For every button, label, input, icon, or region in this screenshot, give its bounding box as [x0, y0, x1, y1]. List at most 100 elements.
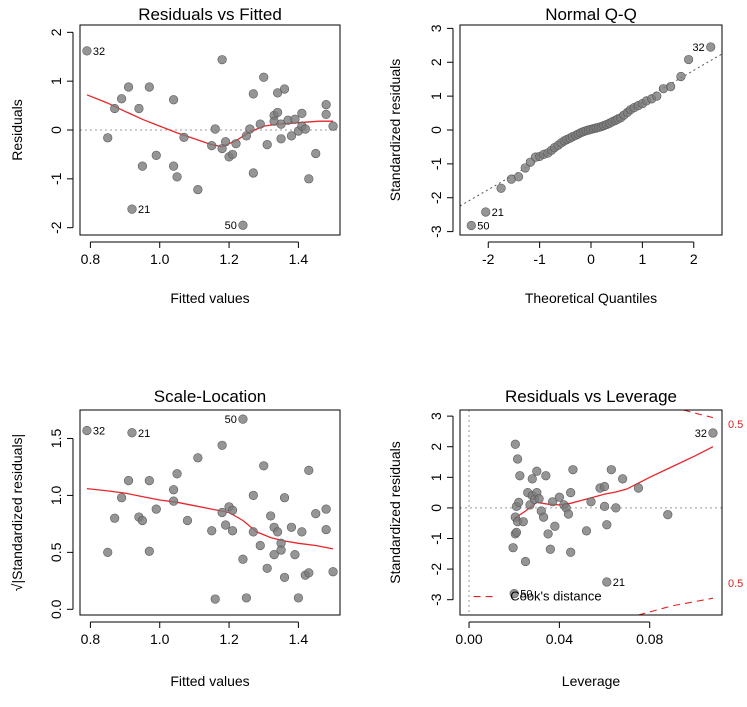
- y-tick-label: 2: [428, 443, 444, 451]
- data-point: [676, 71, 686, 82]
- x-axis-label: Leverage: [562, 673, 621, 689]
- y-tick-label: 2: [48, 28, 64, 36]
- data-point: [515, 471, 525, 481]
- y-tick-label: -2: [428, 563, 444, 576]
- data-point: [255, 540, 265, 551]
- data-point: [311, 509, 321, 519]
- data-point: [123, 476, 134, 486]
- data-point: [541, 471, 551, 481]
- x-tick-label: 1: [638, 251, 646, 267]
- data-point: [144, 546, 154, 556]
- data-point: [231, 139, 241, 149]
- y-tick-label: 1: [48, 77, 64, 85]
- x-tick-label: 0.08: [636, 631, 663, 647]
- data-point: [82, 425, 92, 436]
- y-tick-label: 1: [428, 92, 444, 100]
- point-label: 21: [138, 204, 150, 216]
- y-tick-label: -1: [428, 532, 444, 545]
- y-tick-label: 2: [428, 58, 444, 66]
- data-point: [110, 103, 120, 114]
- data-point: [545, 544, 555, 554]
- y-tick-label: 0.0: [48, 599, 64, 619]
- y-tick-label: -2: [48, 221, 64, 234]
- data-point: [182, 515, 193, 526]
- point-label: 32: [695, 428, 707, 440]
- point-label: 21: [613, 577, 625, 589]
- data-point: [279, 572, 290, 583]
- y-tick-label: 3: [428, 24, 444, 32]
- x-tick-label: 1.4: [289, 631, 309, 647]
- data-point: [127, 428, 137, 438]
- x-axis-label: Theoretical Quantiles: [525, 290, 657, 306]
- plot-frame: [459, 409, 723, 616]
- data-point: [304, 568, 314, 578]
- data-point: [169, 496, 179, 506]
- y-tick-label: 0: [428, 126, 444, 134]
- data-point: [566, 547, 576, 557]
- data-point: [543, 529, 553, 539]
- data-point: [321, 504, 331, 514]
- data-point: [602, 520, 612, 530]
- data-point: [297, 527, 307, 537]
- point-label: 21: [138, 428, 150, 440]
- data-point: [207, 526, 217, 536]
- x-tick-label: -1: [533, 251, 546, 267]
- data-point: [266, 511, 276, 521]
- data-point: [172, 469, 182, 479]
- data-point: [663, 510, 673, 520]
- data-point: [227, 505, 238, 515]
- y-tick-label: 0.5: [48, 542, 64, 562]
- data-point: [586, 497, 596, 507]
- data-point: [304, 174, 314, 184]
- data-point: [286, 522, 297, 532]
- data-point: [248, 490, 258, 501]
- data-point: [248, 168, 258, 178]
- data-point: [259, 461, 269, 471]
- data-point: [276, 545, 286, 555]
- data-point: [304, 465, 314, 475]
- point-label: 50: [477, 221, 489, 233]
- data-point: [221, 137, 231, 147]
- data-point: [328, 567, 338, 577]
- data-point: [321, 100, 331, 110]
- x-tick-label: 1.0: [150, 251, 170, 267]
- data-point: [262, 140, 272, 150]
- data-point: [227, 149, 238, 160]
- data-point: [210, 594, 220, 604]
- data-point: [238, 414, 248, 424]
- data-point: [144, 476, 154, 486]
- data-point: [269, 550, 279, 560]
- chart-title: Scale-Location: [154, 387, 266, 406]
- data-point: [151, 504, 161, 514]
- data-point: [532, 466, 542, 476]
- x-tick-label: 0.00: [455, 631, 482, 647]
- x-tick-label: 1.2: [219, 631, 239, 647]
- data-point: [706, 42, 716, 52]
- panel-residuals-vs-leverage: Residuals vs Leverage Leverage Standardize…: [387, 387, 743, 689]
- plot-area: [80, 46, 340, 230]
- data-point: [520, 163, 530, 173]
- cooks-distance-contour-lower-right: [638, 597, 714, 615]
- plot-area: [460, 42, 722, 231]
- data-point: [273, 527, 283, 537]
- chart-title: Residuals vs Leverage: [505, 387, 677, 406]
- data-point: [221, 520, 231, 530]
- x-tick-label: 0: [587, 251, 595, 267]
- x-tick-label: 1.2: [219, 251, 239, 267]
- y-tick-label: 0: [428, 504, 444, 512]
- data-point: [116, 94, 127, 104]
- data-point: [137, 161, 147, 171]
- data-point: [538, 512, 549, 522]
- data-point: [513, 172, 524, 182]
- data-point: [217, 55, 227, 65]
- data-point: [227, 526, 238, 536]
- point-label: 32: [93, 46, 105, 58]
- x-tick-label: 1.0: [150, 631, 170, 647]
- x-tick-label: 0.04: [546, 631, 573, 647]
- data-point: [514, 497, 524, 508]
- data-point: [568, 465, 578, 475]
- data-point: [169, 161, 179, 171]
- cooks-contour-label-lower: 0.5: [728, 578, 743, 590]
